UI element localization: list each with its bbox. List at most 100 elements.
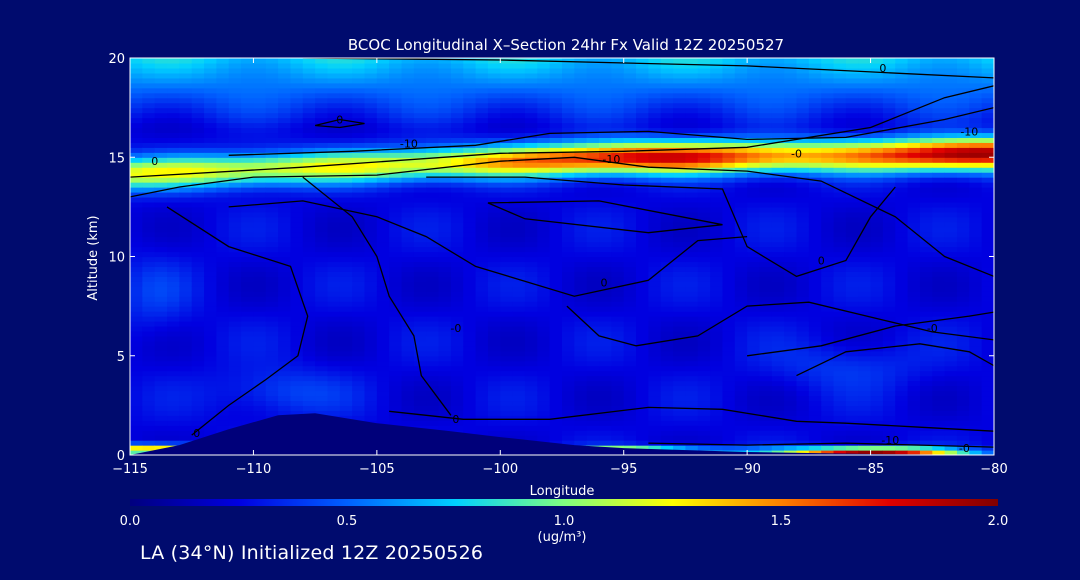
heatmap-cell	[179, 246, 193, 253]
heatmap-cell	[216, 112, 230, 119]
heatmap-cell	[216, 261, 230, 268]
heatmap-cell	[228, 375, 242, 382]
heatmap-cell	[771, 77, 785, 84]
heatmap-cell	[808, 142, 822, 148]
heatmap-cell	[179, 58, 193, 64]
heatmap-cell	[796, 122, 810, 129]
heatmap-cell	[673, 231, 687, 238]
heatmap-cell	[191, 97, 205, 104]
heatmap-cell	[623, 316, 637, 322]
heatmap-cell	[241, 325, 255, 332]
heatmap-cell	[722, 256, 736, 263]
heatmap-cell	[599, 291, 612, 297]
heatmap-cell	[302, 162, 316, 168]
heatmap-cell	[821, 256, 835, 263]
heatmap-cell	[179, 385, 193, 392]
heatmap-cell	[339, 400, 353, 406]
heatmap-cell	[524, 355, 538, 362]
heatmap-cell	[179, 311, 193, 317]
heatmap-cell	[463, 72, 477, 79]
heatmap-cell	[648, 306, 662, 312]
heatmap-cell	[413, 87, 427, 94]
heatmap-cell	[697, 325, 711, 332]
heatmap-cell	[599, 102, 612, 109]
heatmap-cell	[512, 380, 526, 387]
heatmap-cell	[858, 365, 872, 372]
heatmap-cell	[228, 256, 242, 263]
heatmap-cell	[179, 395, 193, 402]
heatmap-cell	[537, 435, 551, 441]
heatmap-cell	[648, 62, 662, 69]
heatmap-cell	[833, 291, 847, 297]
heatmap-cell	[623, 147, 637, 153]
heatmap-cell	[302, 201, 316, 208]
heatmap-cell	[784, 206, 798, 213]
heatmap-cell	[364, 256, 378, 263]
heatmap-cell	[586, 301, 600, 307]
heatmap-cell	[167, 241, 180, 248]
heatmap-cell	[697, 82, 711, 89]
heatmap-cell	[870, 82, 884, 89]
heatmap-cell	[796, 335, 810, 342]
heatmap-cell	[352, 251, 366, 258]
heatmap-cell	[278, 147, 292, 153]
heatmap-cell	[167, 201, 180, 208]
heatmap-cell	[562, 72, 575, 79]
heatmap-cell	[636, 162, 649, 168]
heatmap-cell	[401, 375, 415, 382]
heatmap-cell	[389, 72, 403, 79]
heatmap-cell	[722, 221, 736, 228]
heatmap-cell	[389, 216, 403, 223]
heatmap-cell	[697, 435, 711, 441]
heatmap-cell	[833, 132, 847, 138]
heatmap-cell	[376, 306, 390, 312]
heatmap-cell	[882, 335, 896, 342]
heatmap-cell	[352, 311, 366, 317]
heatmap-cell	[167, 236, 180, 243]
heatmap-cell	[870, 187, 884, 193]
heatmap-cell	[191, 415, 205, 421]
heatmap-cell	[389, 77, 403, 84]
heatmap-cell	[734, 201, 748, 208]
heatmap-cell	[759, 276, 773, 282]
heatmap-cell	[895, 355, 909, 362]
heatmap-cell	[376, 226, 390, 233]
heatmap-cell	[142, 102, 156, 109]
heatmap-cell	[154, 206, 168, 213]
heatmap-cell	[623, 142, 637, 148]
heatmap-cell	[660, 206, 674, 213]
heatmap-cell	[562, 340, 575, 347]
heatmap-cell	[599, 196, 612, 203]
heatmap-cell	[858, 221, 872, 228]
heatmap-cell	[167, 127, 180, 134]
heatmap-cell	[389, 142, 403, 148]
heatmap-cell	[845, 306, 859, 312]
heatmap-cell	[636, 62, 649, 69]
heatmap-cell	[648, 410, 662, 416]
heatmap-cell	[673, 87, 687, 94]
heatmap-cell	[352, 286, 366, 292]
heatmap-cell	[660, 62, 674, 69]
heatmap-cell	[771, 117, 785, 124]
heatmap-cell	[364, 112, 378, 119]
heatmap-cell	[154, 107, 168, 114]
heatmap-cell	[352, 256, 366, 263]
heatmap-cell	[537, 102, 551, 109]
heatmap-cell	[771, 375, 785, 382]
heatmap-cell	[734, 58, 748, 64]
heatmap-cell	[475, 420, 489, 426]
heatmap-cell	[302, 296, 316, 302]
heatmap-cell	[487, 335, 501, 342]
heatmap-cell	[339, 380, 353, 387]
heatmap-cell	[722, 216, 736, 223]
heatmap-cell	[327, 276, 341, 282]
heatmap-cell	[512, 62, 526, 69]
heatmap-cell	[389, 375, 403, 382]
heatmap-cell	[673, 92, 687, 99]
heatmap-cell	[450, 261, 464, 268]
heatmap-cell	[562, 82, 575, 89]
heatmap-cell	[167, 390, 180, 397]
heatmap-cell	[574, 425, 588, 431]
heatmap-cell	[167, 311, 180, 317]
heatmap-cell	[611, 196, 625, 203]
